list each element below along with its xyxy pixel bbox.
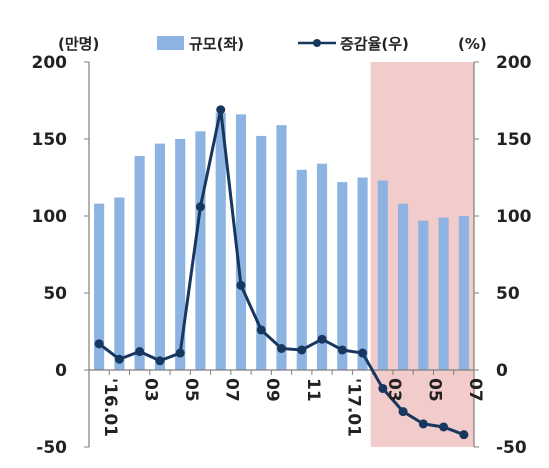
rate-point-16	[418, 419, 428, 429]
bar-11	[316, 163, 328, 370]
right-tick-label-5: -50	[496, 438, 527, 458]
bar-3	[154, 143, 165, 370]
bar-6	[215, 112, 226, 370]
bar-10	[296, 169, 307, 370]
rate-point-11	[317, 334, 327, 344]
rate-point-0	[94, 339, 104, 349]
bar-8	[256, 135, 267, 370]
left-tick-label-3: 50	[43, 284, 67, 304]
rate-point-4	[175, 348, 185, 358]
right-tick-label-0: 200	[496, 53, 532, 73]
x-axis-ticks: '16.01 03 05 07 09 11 '17.01 03 05 07	[100, 378, 485, 437]
rate-point-18	[459, 430, 469, 440]
bar-18	[458, 216, 469, 370]
legend-bar-swatch	[157, 36, 184, 50]
bar-9	[276, 125, 287, 370]
x-tick-label-0: '16.01	[100, 378, 120, 437]
rate-point-3	[155, 356, 165, 366]
bar-2	[134, 155, 145, 370]
rate-point-2	[135, 347, 145, 357]
bar-16	[418, 220, 429, 370]
bar-4	[175, 139, 186, 370]
left-tick-label-5: -50	[36, 438, 67, 458]
x-tick-label-4: 09	[262, 378, 282, 402]
rate-point-12	[337, 345, 347, 355]
bar-1	[114, 197, 125, 370]
bar-0	[94, 203, 105, 370]
right-tick-label-1: 150	[496, 130, 532, 150]
line-series-group	[94, 105, 469, 440]
rate-point-8	[256, 325, 266, 335]
rate-point-7	[236, 280, 246, 290]
right-axis-unit: (%)	[458, 35, 487, 53]
x-tick-label-5: 11	[303, 378, 323, 402]
right-axis-ticks: 200 150 100 50 0 -50	[496, 53, 532, 458]
bar-12	[337, 182, 348, 370]
rate-point-1	[114, 354, 124, 364]
legend-line-label: 증감율(우)	[340, 35, 409, 53]
bar-series-group	[94, 112, 469, 370]
x-tick-label-9: 07	[465, 378, 485, 402]
bar-5	[195, 131, 206, 370]
legend-bar-label: 규모(좌)	[189, 35, 244, 53]
left-tick-label-0: 200	[32, 53, 68, 73]
rate-point-14	[378, 383, 388, 393]
left-tick-label-2: 100	[32, 207, 68, 227]
rate-point-13	[358, 348, 368, 358]
legend: 규모(좌) 증감율(우)	[157, 35, 409, 53]
x-tick-label-2: 05	[181, 378, 201, 402]
bar-14	[377, 180, 388, 370]
rate-point-5	[195, 202, 205, 212]
rate-point-15	[398, 407, 408, 417]
legend-line-marker	[313, 39, 321, 47]
right-tick-label-2: 100	[496, 207, 532, 227]
rate-point-9	[277, 343, 286, 353]
left-tick-label-4: 0	[55, 361, 67, 381]
x-tick-label-6: '17.01	[343, 378, 363, 437]
bar-13	[357, 177, 368, 370]
left-tick-label-1: 150	[32, 130, 68, 150]
right-tick-label-4: 0	[496, 361, 508, 381]
left-axis-ticks: 200 150 100 50 0 -50	[32, 53, 68, 458]
x-tick-label-7: 03	[384, 378, 404, 402]
bar-17	[438, 217, 449, 370]
x-tick-label-3: 07	[222, 378, 242, 402]
bar-7	[235, 114, 247, 370]
right-tick-label-3: 50	[496, 284, 520, 304]
left-axis-unit: (만명)	[58, 35, 99, 53]
x-tick-label-8: 05	[424, 378, 444, 402]
x-tick-label-1: 03	[141, 378, 161, 402]
rate-point-6	[216, 105, 226, 115]
bar-15	[398, 203, 409, 370]
rate-point-17	[439, 422, 449, 432]
rate-point-10	[297, 345, 307, 355]
